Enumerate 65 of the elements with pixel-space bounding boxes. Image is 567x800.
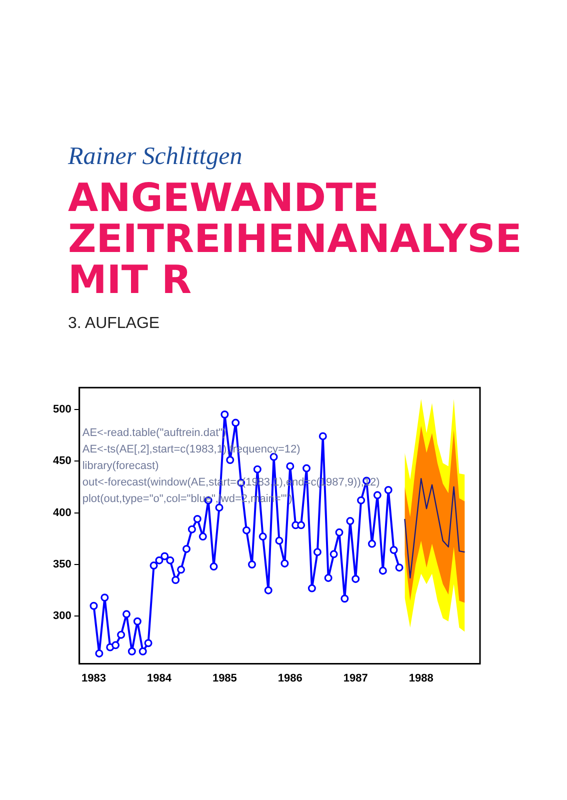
text: Rainer Schlittgen	[68, 143, 242, 171]
chart-title: ANGEWANDTE ZEITREIHENANALYSE MIT R	[68, 176, 523, 303]
point	[198, 532, 207, 541]
point	[324, 574, 332, 582]
point	[297, 521, 306, 530]
point	[150, 562, 158, 570]
point	[220, 410, 229, 418]
y-tick-label: 450	[52, 455, 72, 468]
point	[373, 491, 382, 500]
point	[335, 528, 344, 536]
point	[258, 532, 267, 541]
y-tick-label: 400	[52, 506, 72, 519]
point	[352, 574, 360, 583]
point	[160, 552, 169, 560]
point	[308, 584, 316, 592]
point	[95, 649, 104, 658]
point	[330, 550, 338, 558]
point	[248, 560, 256, 568]
point	[232, 418, 240, 427]
point	[340, 594, 349, 603]
point	[193, 514, 202, 523]
point	[280, 559, 289, 568]
chart-subtitle: 3. AUFLAGE	[68, 315, 160, 333]
point	[357, 496, 366, 504]
point	[177, 566, 186, 574]
point	[100, 594, 109, 602]
point	[286, 462, 294, 470]
point	[313, 548, 322, 556]
point	[117, 630, 126, 639]
point	[188, 525, 196, 534]
y-tick-label: 350	[52, 558, 72, 571]
point	[242, 526, 250, 534]
point	[90, 602, 98, 610]
y-tick-label: 500	[52, 403, 72, 416]
point	[395, 564, 404, 572]
x-tick-label: 1987	[343, 672, 368, 684]
point	[138, 647, 147, 656]
y-tick-label: 300	[52, 610, 72, 622]
point	[346, 517, 354, 526]
point	[302, 464, 311, 472]
point	[144, 639, 152, 648]
point	[128, 647, 136, 656]
x-tick-label: 1984	[146, 672, 172, 684]
point	[112, 641, 120, 650]
point	[182, 544, 191, 553]
x-tick-label: 1983	[82, 672, 106, 684]
point	[226, 456, 234, 464]
point	[264, 586, 272, 594]
point	[166, 556, 174, 564]
point	[155, 556, 164, 564]
x-tick-label: 1988	[408, 672, 434, 684]
point	[210, 562, 218, 571]
point	[378, 566, 387, 575]
point	[318, 432, 327, 440]
point	[172, 576, 180, 584]
point	[384, 486, 392, 494]
point	[133, 617, 142, 626]
annotation: library(forecast)	[82, 460, 159, 472]
x-tick-label: 1986	[278, 672, 302, 684]
point	[275, 536, 284, 545]
point	[368, 540, 376, 548]
point	[122, 610, 130, 618]
point	[253, 465, 262, 474]
point	[390, 546, 398, 554]
x-tick-label: 1985	[212, 672, 237, 684]
